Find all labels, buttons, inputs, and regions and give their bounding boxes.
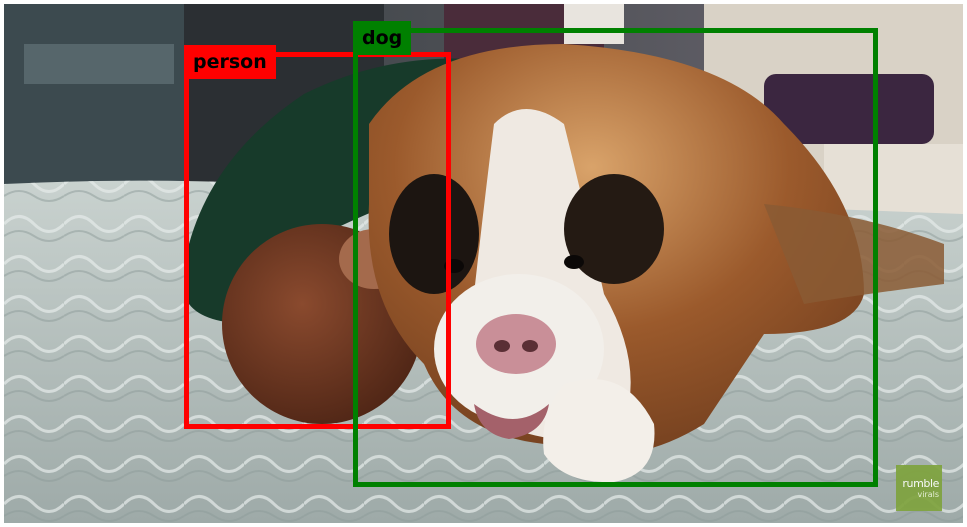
dog-label-text: dog	[362, 27, 403, 49]
rumble-virals-watermark: rumble virals	[896, 465, 942, 511]
person-label-text: person	[193, 51, 267, 73]
scene-illustration	[4, 4, 963, 523]
watermark-line-1: rumble	[902, 476, 939, 490]
photo-scene	[4, 4, 963, 523]
watermark-line-2: virals	[917, 489, 939, 499]
dog-bounding-box	[353, 28, 878, 487]
person-bounding-box	[184, 52, 451, 429]
dog-label-tag: dog	[353, 21, 412, 55]
person-label-tag: person	[184, 45, 276, 79]
